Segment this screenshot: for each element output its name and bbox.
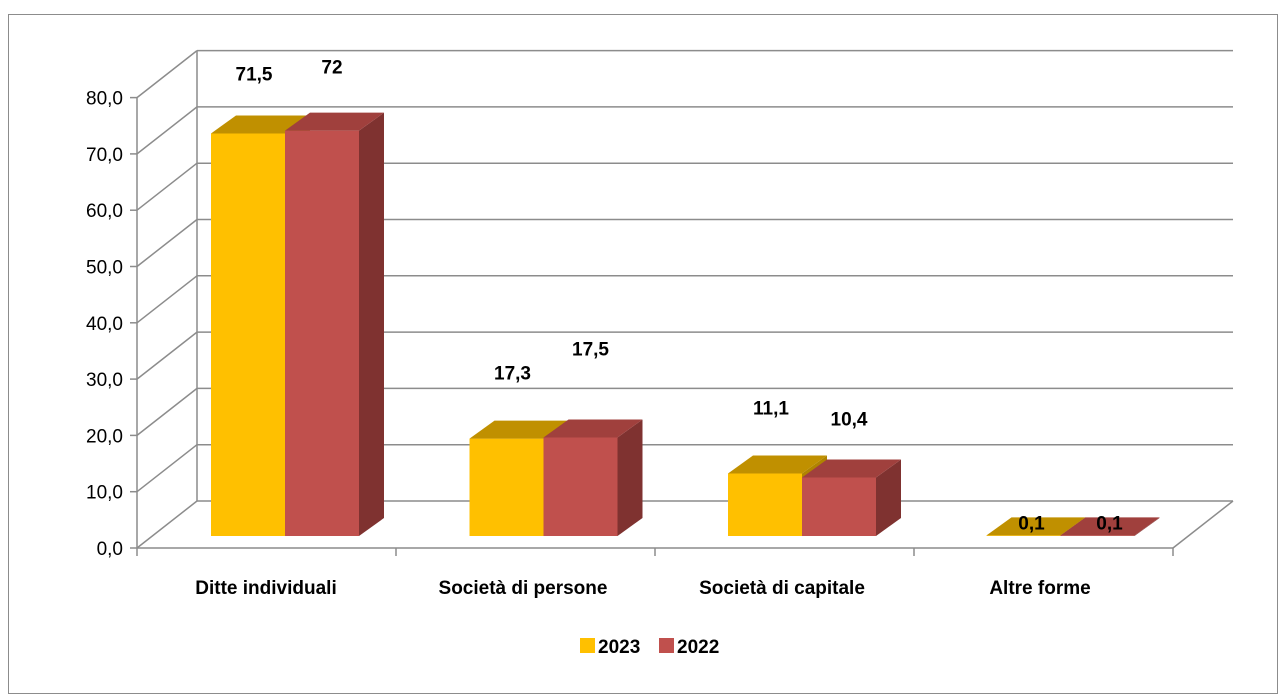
data-label: 10,4 (831, 409, 868, 430)
y-tick-label: 60,0 (86, 201, 123, 222)
bar-top (1060, 517, 1160, 536)
bar (285, 130, 359, 536)
legend-label: 2022 (677, 637, 719, 658)
y-tick-label: 20,0 (86, 426, 123, 447)
bar (802, 477, 876, 536)
x-axis-labels: Ditte individuali Società di persone Socie… (195, 578, 1090, 599)
data-label: 71,5 (236, 64, 273, 85)
side-gridline (136, 444, 198, 493)
side-gridline (136, 162, 198, 211)
bar-top (211, 115, 310, 134)
data-label: 17,3 (494, 364, 531, 385)
chart-side-wall (136, 50, 198, 549)
side-gridline (136, 275, 198, 324)
bars (211, 112, 1160, 536)
data-label: 72 (321, 58, 342, 79)
y-tick-label: 80,0 (86, 89, 123, 110)
bar-side (1134, 517, 1160, 536)
legend: 2023 2022 (580, 637, 719, 658)
bar-top (285, 112, 384, 131)
x-axis-label: Società di capitale (699, 578, 865, 599)
y-tick-label: 40,0 (86, 314, 123, 335)
side-gridline (136, 331, 198, 380)
bar-side (617, 419, 643, 536)
y-tick-label: 0,0 (97, 539, 123, 560)
bar-top (469, 420, 569, 439)
x-axis-label: Società di persone (439, 578, 608, 599)
bar (469, 438, 544, 536)
legend-label: 2023 (598, 637, 640, 658)
side-gridline (136, 50, 198, 99)
data-label: 17,5 (572, 339, 609, 360)
y-tick-label: 70,0 (86, 145, 123, 166)
side-gridline (136, 387, 198, 436)
chart-floor (136, 500, 1234, 556)
bar-side (876, 459, 901, 536)
x-axis-label: Altre forme (989, 578, 1090, 599)
y-tick-label: 50,0 (86, 258, 123, 279)
bar-top (728, 455, 827, 474)
bar-side (359, 112, 384, 536)
bar-top (543, 419, 643, 438)
data-label: 0,1 (1018, 513, 1045, 534)
bar (728, 473, 802, 536)
side-gridline (136, 218, 198, 268)
bar (1060, 535, 1135, 536)
side-gridline (136, 106, 198, 155)
data-label: 11,1 (753, 399, 789, 420)
x-axis-label: Ditte individuali (195, 578, 336, 599)
y-tick-label: 10,0 (86, 483, 123, 504)
bar (543, 437, 618, 536)
y-tick-label: 30,0 (86, 370, 123, 391)
bar (211, 133, 285, 536)
floor-edge (1172, 500, 1234, 549)
bar-top (802, 459, 901, 478)
bar-top (986, 517, 1086, 536)
side-gridline (136, 500, 198, 549)
legend-swatch (580, 638, 595, 653)
bar-chart-3d: 0,0 10,0 20,0 30,0 40,0 50,0 60,0 70,0 80,0 71,5… (86, 49, 1234, 658)
legend-swatch (659, 638, 674, 653)
data-label: 0,1 (1096, 513, 1123, 534)
bar (986, 535, 1061, 536)
y-axis-ticks: 0,0 10,0 20,0 30,0 40,0 50,0 60,0 70,0 80,0 (86, 89, 137, 560)
data-labels: 71,5 72 17,3 17,5 11,1 10,4 0,1 0,1 (236, 58, 1124, 535)
